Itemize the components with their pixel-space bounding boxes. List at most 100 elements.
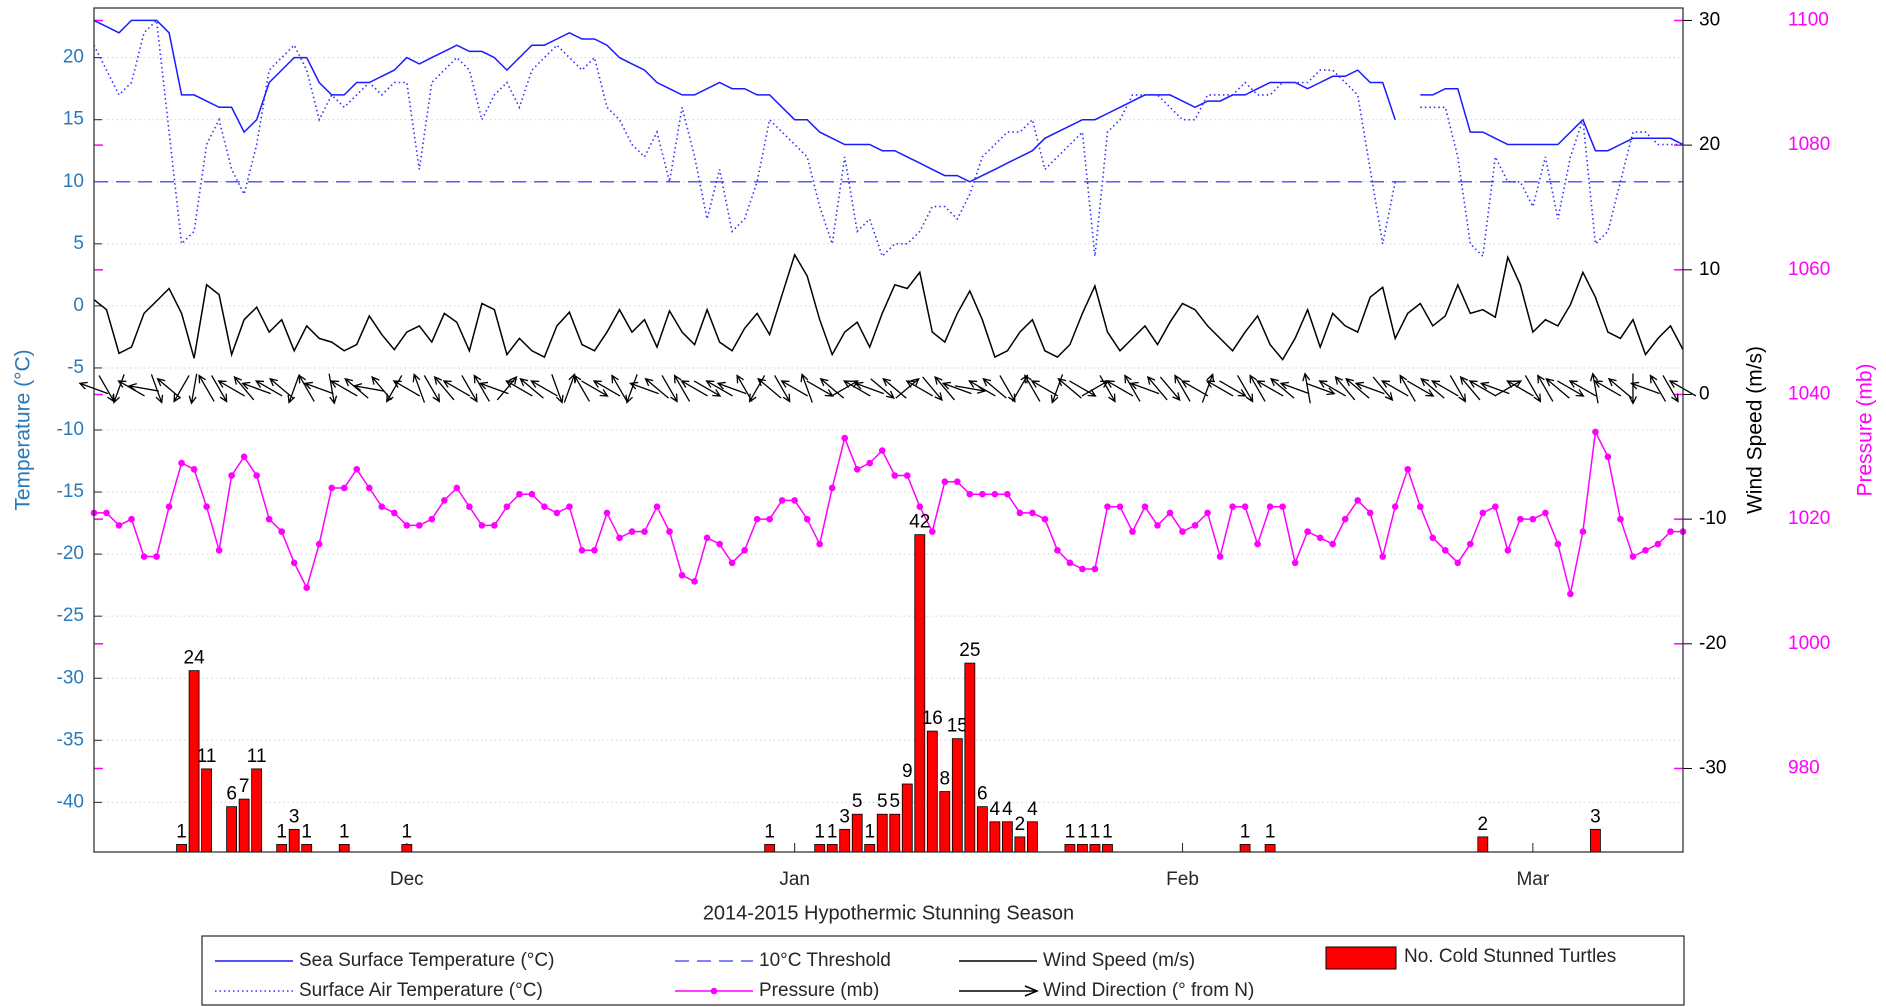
wind-arrow	[386, 375, 403, 403]
pressure-marker	[503, 503, 511, 510]
y2-tick-label: -30	[1699, 757, 1726, 778]
pressure-marker	[441, 497, 448, 504]
wind-arrow	[442, 380, 471, 397]
wind-arrow	[716, 381, 747, 395]
wind-arrow	[831, 380, 859, 397]
legend-swatch	[1325, 946, 1397, 970]
pressure-marker	[954, 478, 961, 486]
bar-label: 4	[1027, 799, 1038, 820]
wind-arrow	[1662, 375, 1679, 403]
pressure-marker	[678, 571, 686, 579]
pressure-marker	[941, 478, 949, 486]
wind-arrow	[934, 375, 955, 401]
pressure-marker	[666, 528, 673, 535]
pressure-marker	[1341, 515, 1349, 523]
pressure-marker	[115, 522, 123, 529]
pressure-marker	[603, 509, 611, 517]
bar	[826, 844, 838, 853]
bar	[764, 844, 776, 853]
bar	[226, 806, 238, 853]
bar-label: 8	[940, 769, 951, 790]
pressure-marker	[691, 578, 698, 585]
bar-label: 16	[922, 708, 943, 729]
wind-arrow	[982, 377, 1007, 399]
pressure-marker	[1229, 503, 1236, 510]
wind-arrow	[1649, 374, 1667, 402]
wind-arrow	[1372, 376, 1394, 402]
y-tick-label: -15	[57, 481, 84, 502]
bar-label: 1	[176, 821, 187, 842]
pressure-marker	[1116, 503, 1124, 510]
bar-label: 1	[339, 821, 350, 842]
pressure-marker	[1654, 540, 1662, 548]
bar-label: 1	[1102, 821, 1113, 842]
pressure-marker	[1079, 565, 1086, 573]
legend-label: Wind Speed (m/s)	[1043, 950, 1195, 971]
bar	[914, 534, 926, 853]
y-tick-label: 5	[73, 233, 84, 254]
bar	[926, 730, 938, 853]
pressure-marker	[1329, 540, 1336, 548]
wind-arrow	[433, 375, 455, 401]
bar-label: 1	[276, 821, 287, 842]
pressure-marker	[1492, 503, 1499, 510]
legend-label: No. Cold Stunned Turtles	[1404, 946, 1616, 967]
y2-tick-label: 10	[1699, 259, 1720, 280]
bar	[851, 813, 863, 853]
y3-tick-label: 1100	[1788, 9, 1829, 30]
wind-arrow	[705, 380, 733, 397]
y-tick-label: 15	[63, 109, 84, 130]
wind-arrow	[1069, 380, 1097, 397]
pressure-marker	[403, 522, 411, 529]
pressure-marker	[778, 497, 786, 504]
pressure-marker	[416, 522, 423, 529]
bar-label: 1	[1240, 821, 1251, 842]
pressure-marker	[1016, 509, 1024, 517]
wind-arrow	[287, 374, 300, 404]
bar-label: 5	[877, 791, 888, 812]
pressure-marker	[1366, 509, 1374, 517]
pressure-marker	[916, 503, 924, 510]
wind-arrow	[1524, 375, 1542, 403]
pressure-marker	[303, 584, 311, 592]
pressure-marker	[340, 484, 348, 492]
wind-arrow	[217, 380, 245, 397]
wind-arrow	[1318, 380, 1346, 397]
y-tick-label: -30	[57, 667, 84, 688]
y-tick-label: -35	[57, 729, 84, 750]
pressure-marker	[1266, 503, 1274, 510]
wind-arrow	[188, 373, 198, 405]
wind-arrow	[581, 380, 609, 397]
pressure-marker	[616, 534, 623, 542]
wind-arrow	[173, 375, 190, 403]
bar	[1239, 844, 1251, 853]
pressure-marker	[653, 503, 661, 510]
wind-arrow	[1124, 374, 1141, 402]
wind-arrow	[680, 380, 708, 397]
pressure-marker	[278, 528, 285, 535]
wind-arrow	[922, 376, 943, 402]
legend-swatch	[959, 985, 1039, 997]
pressure-marker	[428, 515, 436, 523]
bar	[976, 806, 988, 853]
bar	[1590, 828, 1601, 853]
pressure-marker	[528, 490, 536, 498]
wind-arrow	[1201, 373, 1215, 403]
pressure-marker	[1054, 547, 1061, 554]
wind-arrow	[1431, 380, 1459, 397]
pressure-marker	[128, 515, 135, 523]
wind-arrow	[854, 381, 885, 395]
pressure-marker	[491, 522, 498, 529]
x-axis-label: 2014-2015 Hypothermic Stunning Season	[703, 902, 1074, 924]
bar-label: 1	[301, 821, 312, 842]
legend-label: Pressure (mb)	[759, 980, 879, 1001]
bar	[301, 844, 313, 853]
wind-arrow	[344, 377, 369, 399]
pressure-marker	[553, 509, 561, 517]
pressure-marker	[766, 515, 773, 523]
pressure-marker	[103, 509, 110, 517]
wind-arrow	[1129, 381, 1160, 395]
wind-arrow	[1305, 382, 1336, 396]
plot-frame	[93, 7, 1684, 853]
wind-arrow	[882, 377, 907, 399]
